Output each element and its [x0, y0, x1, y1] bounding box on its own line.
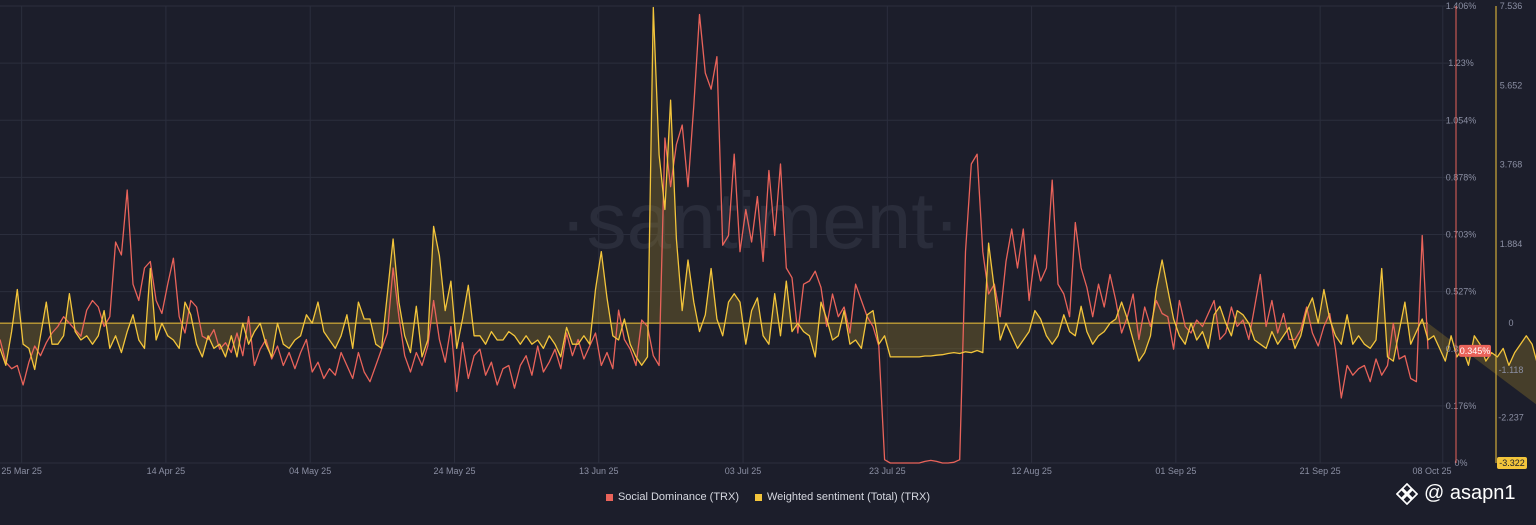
- current-sentiment-label: -3.322: [1499, 458, 1525, 468]
- right-axis-tick: -2.237: [1498, 412, 1524, 422]
- legend-label-sentiment: Weighted sentiment (Total) (TRX): [767, 491, 931, 503]
- x-axis-tick: 14 Apr 25: [147, 466, 186, 476]
- credit-handle: @ asapn1: [1424, 482, 1516, 504]
- right-axis-tick: 7.536: [1500, 1, 1523, 11]
- left-axis-tick: 0.176%: [1446, 401, 1477, 411]
- current-sentiment-badge: [1497, 457, 1527, 469]
- x-axis-tick: 12 Aug 25: [1011, 466, 1052, 476]
- sentiment-fill: [0, 7, 1536, 405]
- left-axis-tick: 1.054%: [1446, 115, 1477, 125]
- legend-swatch-social: [605, 493, 613, 501]
- x-axis-tick: 25 Mar 25: [1, 466, 42, 476]
- grid: [0, 5, 1450, 464]
- left-axis-tick: 1.406%: [1446, 1, 1477, 11]
- credit-watermark: @ asapn1: [1396, 482, 1515, 505]
- x-axis-tick: 08 Oct 25: [1412, 466, 1451, 476]
- x-axis-tick: 24 May 25: [433, 466, 475, 476]
- sentiment-area: [0, 7, 1536, 405]
- right-axis-tick: 5.652: [1500, 80, 1523, 90]
- social-dominance-line: [0, 13, 1429, 464]
- right-axis-tick: -1.118: [1499, 365, 1524, 375]
- axes: 1.406%1.23%1.054%0.878%0.703%0.527%0.352…: [1, 1, 1527, 476]
- right-axis-tick: 3.768: [1500, 160, 1523, 170]
- right-axis-tick: 0: [1508, 318, 1513, 328]
- current-social-label: 0.345%: [1460, 346, 1491, 356]
- current-social-badge: [1459, 344, 1491, 357]
- left-axis-tick: 0.878%: [1446, 172, 1477, 182]
- x-axis-tick: 21 Sep 25: [1300, 466, 1341, 476]
- x-axis-tick: 03 Jul 25: [725, 466, 762, 476]
- left-axis-tick: 0.527%: [1446, 287, 1477, 297]
- x-axis-tick: 04 May 25: [289, 466, 331, 476]
- x-axis-tick: 23 Jul 25: [869, 466, 906, 476]
- legend-label-social: Social Dominance (TRX): [617, 491, 739, 503]
- x-axis-tick: 13 Jun 25: [579, 466, 619, 476]
- legend-item-social-dominance[interactable]: Social Dominance (TRX): [605, 491, 739, 503]
- series-lines: [0, 6, 1536, 464]
- left-axis-tick: 0%: [1454, 458, 1467, 468]
- right-axis-tick: 1.884: [1500, 239, 1523, 249]
- chart-legend: Social Dominance (TRX) Weighted sentimen…: [0, 491, 1536, 503]
- left-axis-tick: 1.23%: [1448, 58, 1474, 68]
- legend-item-weighted-sentiment[interactable]: Weighted sentiment (Total) (TRX): [755, 491, 930, 503]
- legend-swatch-sentiment: [755, 493, 762, 501]
- x-axis-tick: 01 Sep 25: [1155, 466, 1196, 476]
- weighted-sentiment-line: [0, 6, 1536, 371]
- left-axis-tick: 0.703%: [1446, 230, 1477, 240]
- binance-logo-icon: [1396, 482, 1418, 505]
